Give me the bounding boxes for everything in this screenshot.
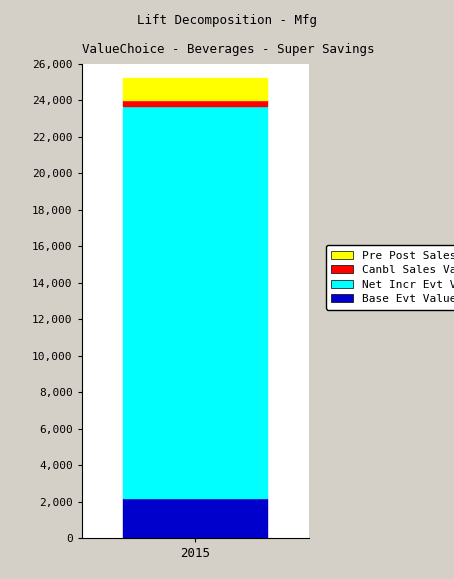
Bar xyxy=(123,106,267,499)
Text: ValueChoice - Beverages - Super Savings: ValueChoice - Beverages - Super Savings xyxy=(82,43,374,56)
Text: Lift Decomposition - Mfg: Lift Decomposition - Mfg xyxy=(137,14,317,27)
Legend: Pre Post Sales, Canbl Sales Value, Net Incr Evt Value, Base Evt Value: Pre Post Sales, Canbl Sales Value, Net I… xyxy=(326,245,454,310)
Bar xyxy=(123,100,267,106)
Bar xyxy=(123,78,267,100)
Bar xyxy=(123,499,267,538)
